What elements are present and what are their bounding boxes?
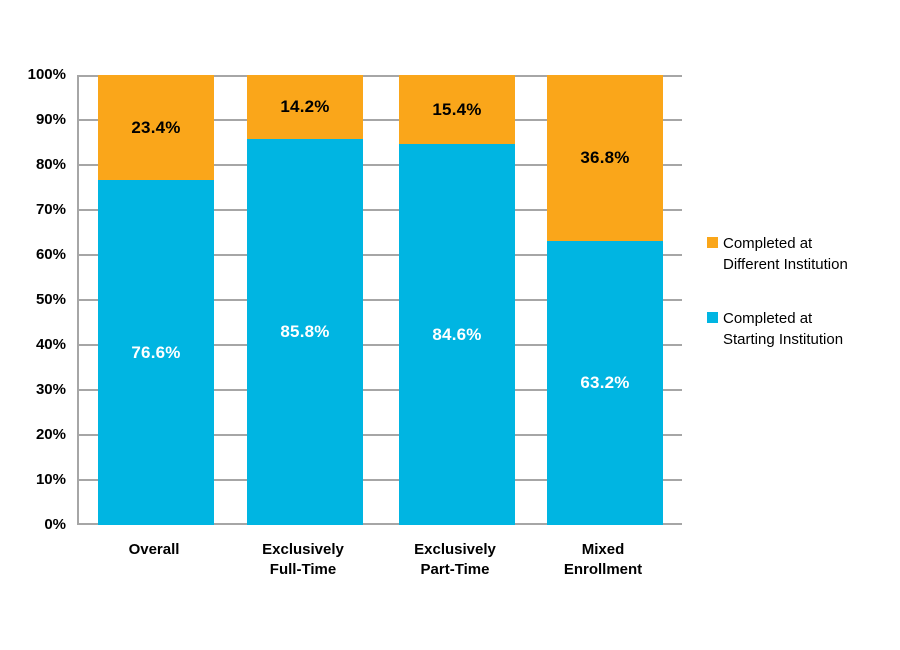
data-label: 85.8% (280, 321, 330, 341)
y-axis-tick-label: 80% (35, 156, 66, 173)
legend-swatch-blue-icon (707, 312, 718, 323)
bar-segment-different-institution: 14.2% (247, 75, 363, 139)
bar-mixed-enrollment: 36.8% 63.2% (547, 75, 663, 525)
legend-label-line2: Different Institution (723, 256, 848, 273)
gridline (79, 389, 682, 391)
y-axis-tick-label: 60% (35, 246, 66, 263)
legend-item-completed-different-institution: Completed at Different Institution (707, 233, 848, 275)
y-axis-tick-label: 100% (27, 66, 66, 83)
data-label: 84.6% (432, 324, 482, 344)
y-axis-tick-label: 40% (35, 336, 66, 353)
bar-segment-starting-institution: 63.2% (547, 240, 663, 525)
gridline (79, 479, 682, 481)
bar-segment-starting-institution: 85.8% (247, 138, 363, 525)
bar-segment-starting-institution: 84.6% (399, 144, 515, 525)
gridline (79, 254, 682, 256)
y-axis-tick-label: 70% (35, 201, 66, 218)
data-label: 63.2% (580, 372, 630, 392)
legend-label-line1: Completed at (723, 310, 813, 327)
x-axis-category-label: Exclusively Full-Time (262, 541, 344, 578)
y-axis-tick-label: 90% (35, 111, 66, 128)
gridline (79, 164, 682, 166)
legend-label: Completed at Different Institution (723, 233, 848, 275)
x-axis-category-label: Mixed Enrollment (563, 541, 643, 578)
bar-segment-different-institution: 23.4% (98, 75, 214, 181)
bar-exclusively-part-time: 15.4% 84.6% (399, 75, 515, 525)
gridline (79, 75, 682, 77)
gridline (79, 119, 682, 121)
gridline (79, 299, 682, 301)
x-axis-category-label: Exclusively Part-Time (414, 541, 496, 578)
y-axis-tick-label: 10% (35, 471, 66, 488)
bar-segment-starting-institution: 76.6% (98, 180, 214, 525)
bar-overall: 23.4% 76.6% (98, 75, 214, 525)
gridline (79, 344, 682, 346)
bar-exclusively-full-time: 14.2% 85.8% (247, 75, 363, 525)
legend-label-line1: Completed at (723, 235, 813, 252)
bar-segment-different-institution: 36.8% (547, 75, 663, 241)
gridline (79, 209, 682, 211)
legend-swatch-orange-icon (707, 237, 718, 248)
data-label: 14.2% (280, 96, 330, 116)
data-label: 15.4% (432, 99, 482, 119)
y-axis-tick-label: 0% (44, 516, 66, 533)
gridline (79, 434, 682, 436)
legend: Completed at Different Institution Compl… (707, 233, 848, 383)
y-axis-tick-label: 30% (35, 381, 66, 398)
gridline (79, 523, 682, 525)
x-axis-category-label: Overall (128, 541, 180, 558)
legend-label: Completed at Starting Institution (723, 308, 843, 350)
data-label: 23.4% (131, 117, 181, 137)
data-label: 36.8% (580, 147, 630, 167)
y-axis-tick-label: 20% (35, 426, 66, 443)
legend-item-completed-starting-institution: Completed at Starting Institution (707, 308, 848, 350)
legend-label-line2: Starting Institution (723, 331, 844, 348)
plot-area: 23.4% 76.6% 14.2% 85.8% 15.4% 84.6% 36.8% 63.2% (77, 75, 682, 525)
data-label: 76.6% (131, 342, 181, 362)
y-axis-tick-label: 50% (35, 291, 66, 308)
bar-segment-different-institution: 15.4% (399, 75, 515, 145)
